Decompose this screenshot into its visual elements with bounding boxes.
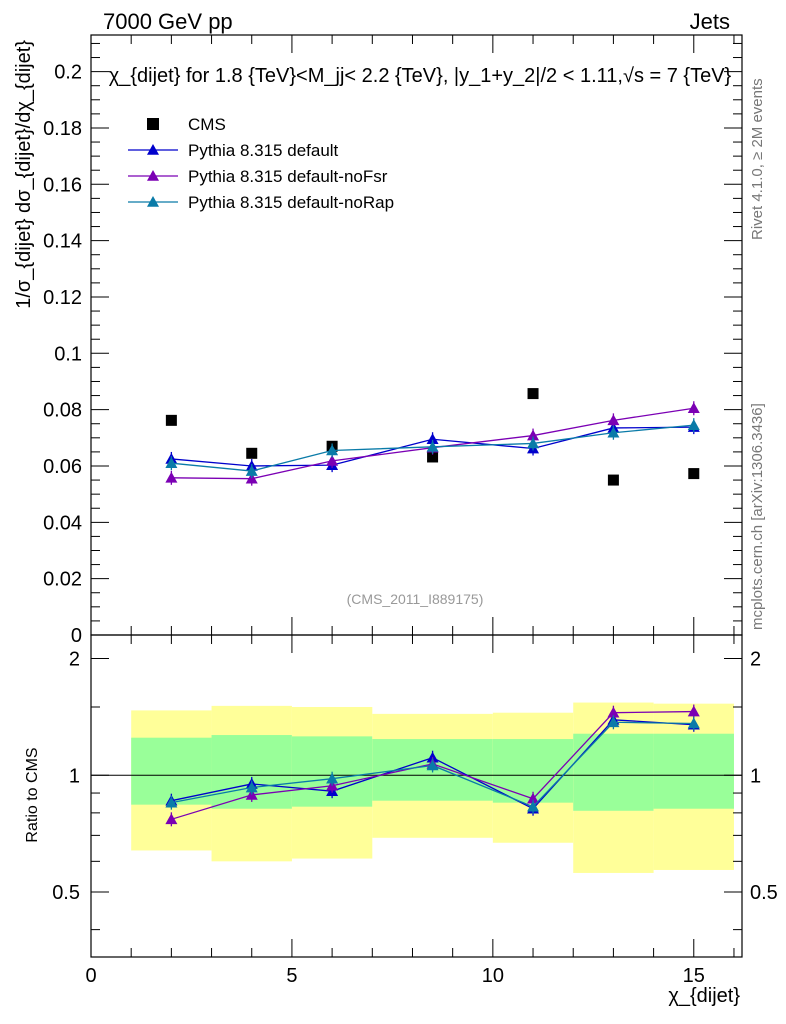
x-tick-label: 0	[85, 965, 96, 987]
mc-data-point	[245, 472, 258, 484]
cms-data-point	[427, 451, 439, 463]
x-tick-label: 5	[286, 965, 297, 987]
mc-data-point	[687, 402, 700, 414]
ratio-data-point	[165, 813, 178, 825]
ratio-y-axis-label: Ratio to CMS	[24, 747, 41, 842]
plot-title: χ_{dijet} for 1.8 {TeV}<M_jj< 2.2 {TeV},…	[109, 65, 732, 87]
green-band-bin	[653, 733, 734, 809]
main-y-tick-label: 0.04	[43, 512, 82, 534]
main-y-tick-label: 0.18	[43, 118, 82, 140]
mc-data-point	[426, 433, 439, 445]
legend-label: Pythia 8.315 default	[188, 141, 339, 160]
legend-marker-cms	[147, 118, 159, 130]
ratio-data-point	[426, 759, 439, 771]
ratio-data-point	[527, 792, 540, 804]
green-band-bin	[573, 733, 654, 811]
x-tick-label: 15	[683, 965, 705, 987]
ratio-data-point	[527, 800, 540, 812]
header-left: 7000 GeV pp	[103, 9, 233, 34]
legend: CMS Pythia 8.315 default Pythia 8.315 defa…	[128, 115, 394, 212]
cms-data-point	[688, 468, 700, 480]
ratio-data-point	[687, 717, 700, 729]
x-tick-label: 10	[482, 965, 504, 987]
mc-data-point	[687, 419, 700, 430]
ratio-data-point	[245, 781, 258, 793]
legend-label: CMS	[188, 115, 226, 134]
green-band-bin	[131, 737, 212, 805]
main-y-tick-label: 0.1	[54, 343, 82, 365]
mc-data-point	[607, 414, 620, 426]
ratio-y-tick-label: 0.5	[52, 882, 80, 904]
ratio-data-point	[687, 705, 700, 717]
legend-label: Pythia 8.315 default-noFsr	[188, 167, 388, 186]
plot-frames	[90, 34, 743, 958]
main-y-tick-label: 0.16	[43, 174, 82, 196]
ratio-y-tick-label-right: 1	[750, 765, 761, 787]
axis-ticks	[90, 35, 742, 957]
main-y-tick-label: 0.08	[43, 400, 82, 422]
ratio-plot-frame	[90, 634, 743, 958]
mcplots-label: mcplots.cern.ch [arXiv:1306.3436]	[749, 403, 766, 630]
main-y-tick-label: 0.2	[54, 62, 82, 84]
mc-data-point	[527, 437, 540, 449]
mc-data-point	[326, 444, 339, 456]
ratio-y-tick-label: 2	[69, 649, 80, 671]
mc-data-point	[607, 426, 620, 438]
ratio-y-tick-label-right: 0.5	[750, 882, 778, 904]
mc-data-point	[245, 465, 258, 476]
mc-data-point	[165, 457, 178, 468]
ratio-data-point	[607, 716, 620, 728]
legend-marker	[147, 144, 159, 155]
main-plot-series	[165, 388, 700, 486]
rivet-label: Rivet 4.1.0, ≥ 2M events	[749, 78, 766, 240]
cms-data-point	[527, 388, 539, 400]
legend-label: Pythia 8.315 default-noRap	[188, 193, 394, 212]
main-y-axis-label: 1/σ_{dijet} dσ_{dijet}/dχ_{dijet}	[13, 40, 35, 309]
ratio-y-tick-label-right: 2	[750, 649, 761, 671]
ratio-uncertainty-bands	[131, 702, 734, 873]
cms-data-point	[165, 414, 177, 426]
main-y-tick-label: 0.06	[43, 456, 82, 478]
legend-marker	[147, 196, 159, 207]
ratio-plot-series	[165, 704, 700, 827]
mc-data-point	[326, 454, 339, 466]
legend-marker	[147, 170, 159, 181]
mc-data-point	[165, 471, 178, 483]
main-y-tick-label: 0	[71, 625, 82, 647]
mc-data-point	[527, 429, 540, 441]
ratio-data-point	[165, 796, 178, 808]
ratio-data-point	[607, 706, 620, 718]
reference-label: (CMS_2011_I889175)	[347, 591, 484, 607]
main-y-tick-label: 0.12	[43, 287, 82, 309]
axis-tick-labels: 0 5 10 15 0 0.02 0.04 0.06 0.08 0.1 0.12 0.14 0.16 0.…	[43, 62, 778, 987]
mc-data-point	[426, 440, 439, 452]
cms-data-point	[246, 447, 258, 459]
main-y-tick-label: 0.02	[43, 569, 82, 591]
main-y-tick-label: 0.14	[43, 231, 82, 253]
header-right: Jets	[690, 9, 730, 34]
ratio-y-tick-label: 1	[69, 765, 80, 787]
x-axis-label: χ_{dijet}	[668, 985, 740, 1007]
ratio-data-point	[326, 772, 339, 784]
cms-data-point	[607, 474, 619, 486]
